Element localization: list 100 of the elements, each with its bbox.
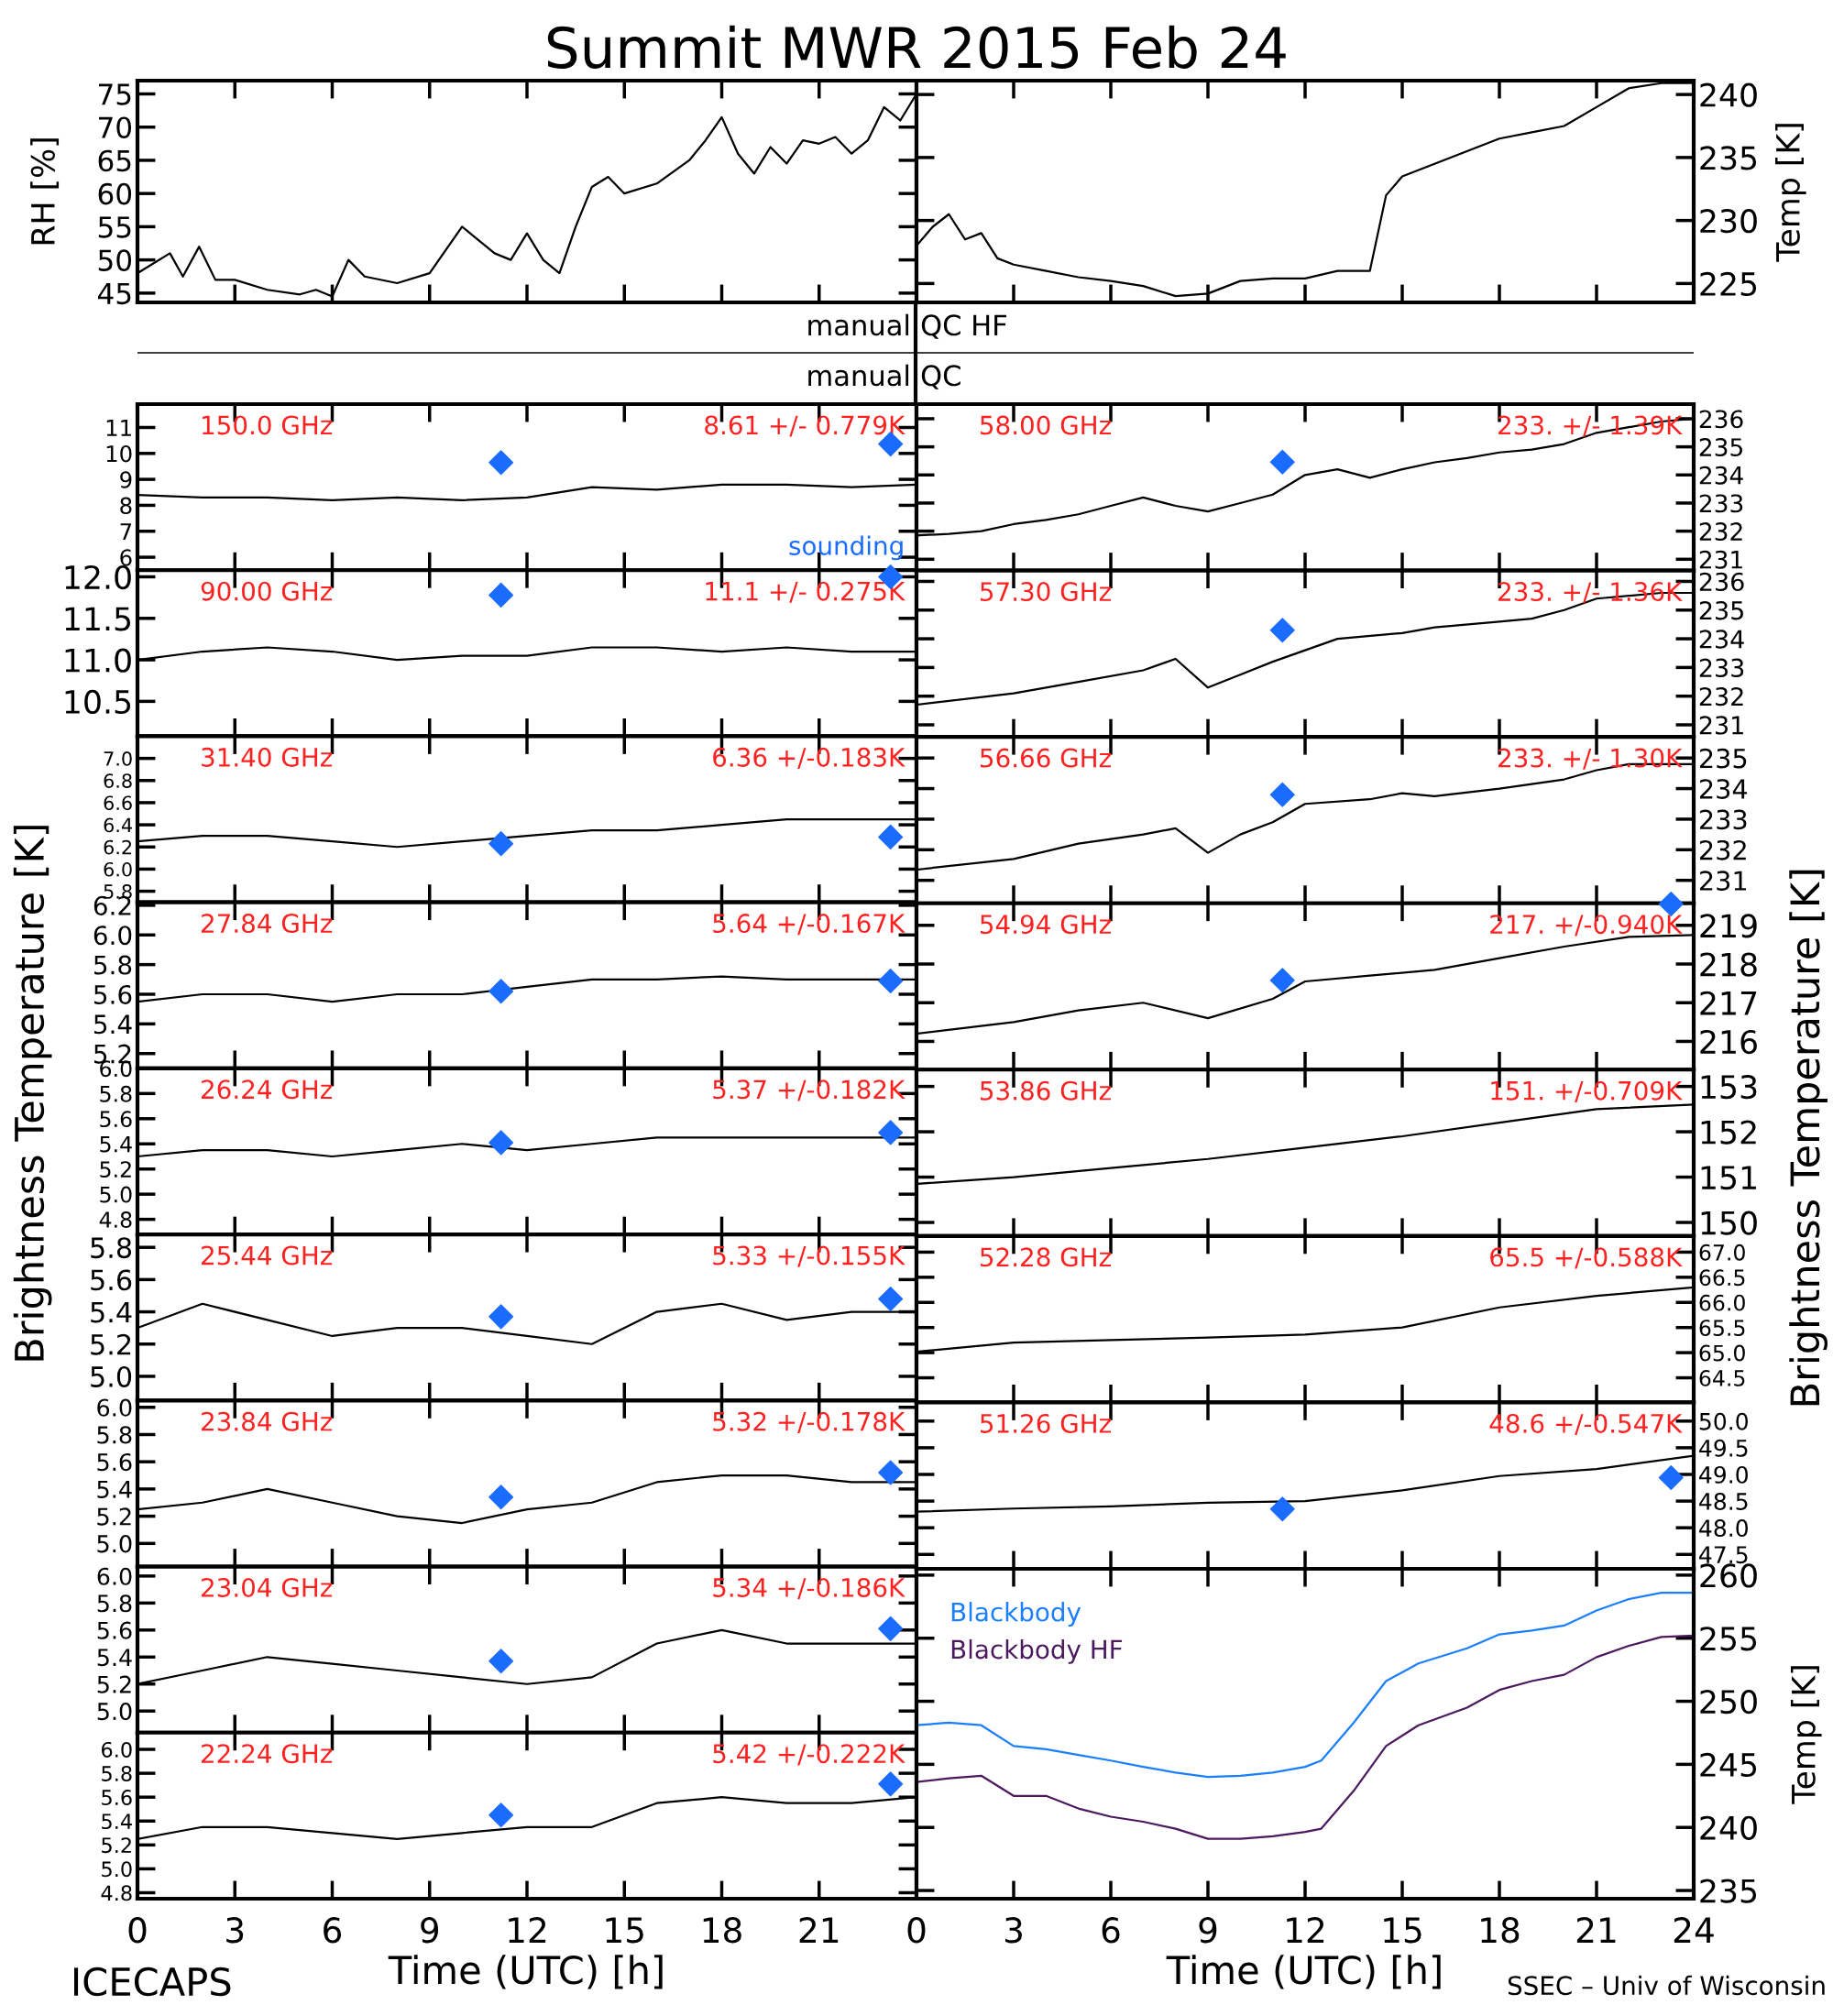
- y-tick-label: 6.6: [104, 795, 132, 811]
- y-tick-label: 231: [1699, 550, 1742, 569]
- y-tick-label: 45: [97, 282, 131, 305]
- x-tick-label: 12: [1287, 1917, 1324, 1943]
- y-tick-label: 234: [1699, 630, 1744, 649]
- x-tick-label: 15: [1384, 1917, 1421, 1944]
- y-tick-label: 5.2: [97, 1507, 131, 1526]
- y-tick-label: 55: [98, 216, 131, 238]
- y-tick-label: 232: [1699, 522, 1742, 542]
- y-tick-label: 260: [1700, 1563, 1757, 1588]
- y-tick-label: 232: [1699, 686, 1743, 707]
- annotation: 22.24 GHz: [202, 1744, 333, 1764]
- annotation: 150.0 GHz: [203, 415, 333, 435]
- y-tick-label: 5.0: [102, 1861, 132, 1878]
- y-tick-label: 5.2: [97, 1675, 131, 1693]
- x-tick-label: 15: [606, 1917, 643, 1944]
- y-tick-label: 5.4: [97, 1649, 132, 1667]
- y-tick-label: 234: [1699, 779, 1748, 799]
- y-tick-label: 235: [1699, 748, 1747, 769]
- annotation: 6.36 +/-0.183K: [713, 747, 906, 770]
- y-tick-label: 5.2: [102, 1837, 131, 1854]
- y-tick-label: 235: [1700, 146, 1757, 170]
- y-tick-label: 235: [1699, 601, 1743, 620]
- y-tick-label: 153: [1701, 1075, 1757, 1100]
- y-tick-label: 70: [99, 116, 132, 139]
- y-tick-label: 5.6: [102, 1790, 132, 1806]
- y-tick-label: 5.4: [100, 1136, 132, 1153]
- annotation: 48.6 +/-0.547K: [1489, 1413, 1683, 1436]
- y-tick-label: 6.0: [104, 861, 132, 877]
- text: SSEC – Univ of Wisconsin: [1508, 1975, 1825, 1996]
- y-tick-label: 245: [1700, 1752, 1757, 1778]
- y-tick-label: 5.4: [91, 1301, 132, 1323]
- annotation: 27.84 GHz: [202, 914, 333, 934]
- y-tick-label: 240: [1700, 1815, 1757, 1840]
- y-tick-label: 6.0: [97, 1398, 132, 1417]
- x-tick-label: 0: [907, 1917, 926, 1944]
- x-tick-label: 12: [509, 1917, 546, 1943]
- y-tick-label: 235: [1700, 1879, 1757, 1903]
- annotation: 5.37 +/-0.182K: [713, 1079, 906, 1101]
- annotation: 65.5 +/-0.588K: [1490, 1247, 1683, 1269]
- y-tick-label: 65.5: [1699, 1320, 1745, 1336]
- y-tick-label: 5.8: [91, 1237, 132, 1259]
- annotation: 8.61 +/- 0.779K: [705, 415, 906, 437]
- y-tick-label: 10.5: [65, 689, 131, 715]
- y-tick-label: 230: [1700, 209, 1757, 234]
- x-tick-label: 6: [1102, 1917, 1120, 1944]
- y-axis-title: Temp [K]: [1775, 124, 1806, 262]
- y-tick-label: 6.0: [97, 1567, 132, 1585]
- annotation: 5.64 +/-0.167K: [713, 914, 906, 936]
- y-tick-label: 5.6: [93, 984, 132, 1004]
- x-tick-label: 18: [703, 1917, 741, 1944]
- y-tick-label: 5.2: [91, 1333, 131, 1355]
- text: QC: [921, 365, 960, 389]
- y-tick-label: 7.0: [104, 751, 132, 766]
- y-tick-label: 231: [1699, 716, 1743, 735]
- y-tick-label: 232: [1699, 839, 1746, 860]
- y-tick-label: 5.8: [102, 1765, 132, 1781]
- y-tick-label: 233: [1699, 494, 1743, 513]
- annotation: 31.40 GHz: [202, 747, 333, 767]
- y-tick-label: 240: [1700, 82, 1757, 107]
- y-axis-title: Temp [K]: [1791, 1666, 1822, 1804]
- y-tick-label: 216: [1700, 1029, 1757, 1055]
- y-tick-label: 5.0: [97, 1703, 132, 1721]
- y-tick-label: 150: [1701, 1211, 1757, 1235]
- x-axis-title: Time (UTC) [h]: [1166, 1955, 1441, 1989]
- y-tick-label: 11.5: [65, 607, 131, 631]
- y-tick-label: 60: [98, 182, 132, 205]
- annotation: 26.24 GHz: [202, 1079, 333, 1100]
- annotation: 51.26 GHz: [980, 1413, 1111, 1433]
- y-tick-label: 47.5: [1699, 1546, 1748, 1564]
- x-tick-label: 21: [1576, 1917, 1616, 1943]
- y-tick-label: 11.0: [65, 648, 131, 673]
- y-tick-label: 225: [1700, 271, 1757, 297]
- y-tick-label: 5.0: [97, 1535, 132, 1553]
- annotation: 151. +/-0.709K: [1491, 1080, 1683, 1102]
- y-tick-label: 48.0: [1699, 1519, 1748, 1538]
- y-tick-label: 8: [120, 497, 132, 515]
- y-tick-label: 236: [1699, 410, 1743, 429]
- annotation: 53.86 GHz: [980, 1080, 1111, 1101]
- annotation: 5.34 +/-0.186K: [713, 1577, 906, 1600]
- y-tick-label: 255: [1700, 1627, 1757, 1651]
- y-tick-label: 5.8: [100, 1085, 132, 1102]
- y-tick-label: 5.8: [97, 1426, 132, 1444]
- annotation: 54.94 GHz: [980, 915, 1111, 935]
- x-axis-title: Time (UTC) [h]: [388, 1955, 663, 1989]
- annotation: 52.28 GHz: [980, 1247, 1111, 1267]
- y-tick-label: 5.6: [91, 1269, 132, 1291]
- x-tick-label: 24: [1674, 1917, 1714, 1943]
- y-tick-label: 75: [99, 83, 131, 105]
- x-tick-label: 9: [1199, 1917, 1217, 1944]
- y-tick-label: 152: [1701, 1120, 1756, 1145]
- annotation: 23.04 GHz: [202, 1577, 333, 1597]
- annotation: 11.1 +/- 0.275K: [706, 581, 906, 603]
- y-axis-title: RH [%]: [30, 138, 60, 245]
- annotation: 5.33 +/-0.155K: [713, 1245, 906, 1267]
- y-tick-label: 5.6: [97, 1621, 132, 1639]
- x-tick-label: 0: [128, 1917, 147, 1944]
- y-tick-label: 6.0: [102, 1741, 132, 1758]
- x-tick-label: 9: [421, 1917, 439, 1944]
- y-tick-label: 5.4: [102, 1813, 132, 1830]
